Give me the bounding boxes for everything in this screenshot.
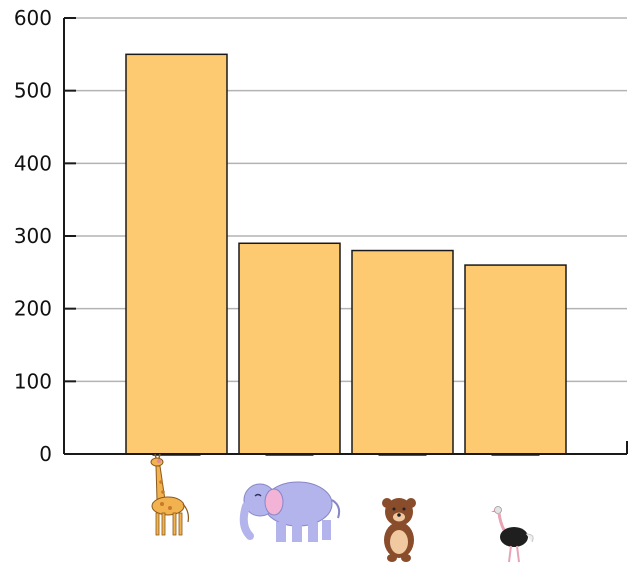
y-tick-label: 0 (39, 442, 52, 466)
bars (125, 53, 567, 456)
bear-icon (382, 498, 416, 562)
ostrich-icon (491, 506, 534, 563)
bar-giraffe (125, 53, 228, 455)
y-tick-label: 500 (14, 79, 52, 103)
bar-bear (351, 249, 454, 455)
bar-elephant (238, 242, 341, 455)
elephant-icon (239, 481, 341, 542)
giraffe-icon (150, 453, 190, 536)
y-tick-label: 400 (14, 151, 52, 175)
y-tick-label: 100 (14, 369, 52, 393)
y-tick-label: 300 (14, 224, 52, 248)
y-ticks: 0 100 200 300 400 500 600 (14, 6, 76, 466)
y-tick-label: 600 (14, 6, 52, 30)
bar-ostrich (464, 264, 567, 455)
y-tick-label: 200 (14, 297, 52, 321)
